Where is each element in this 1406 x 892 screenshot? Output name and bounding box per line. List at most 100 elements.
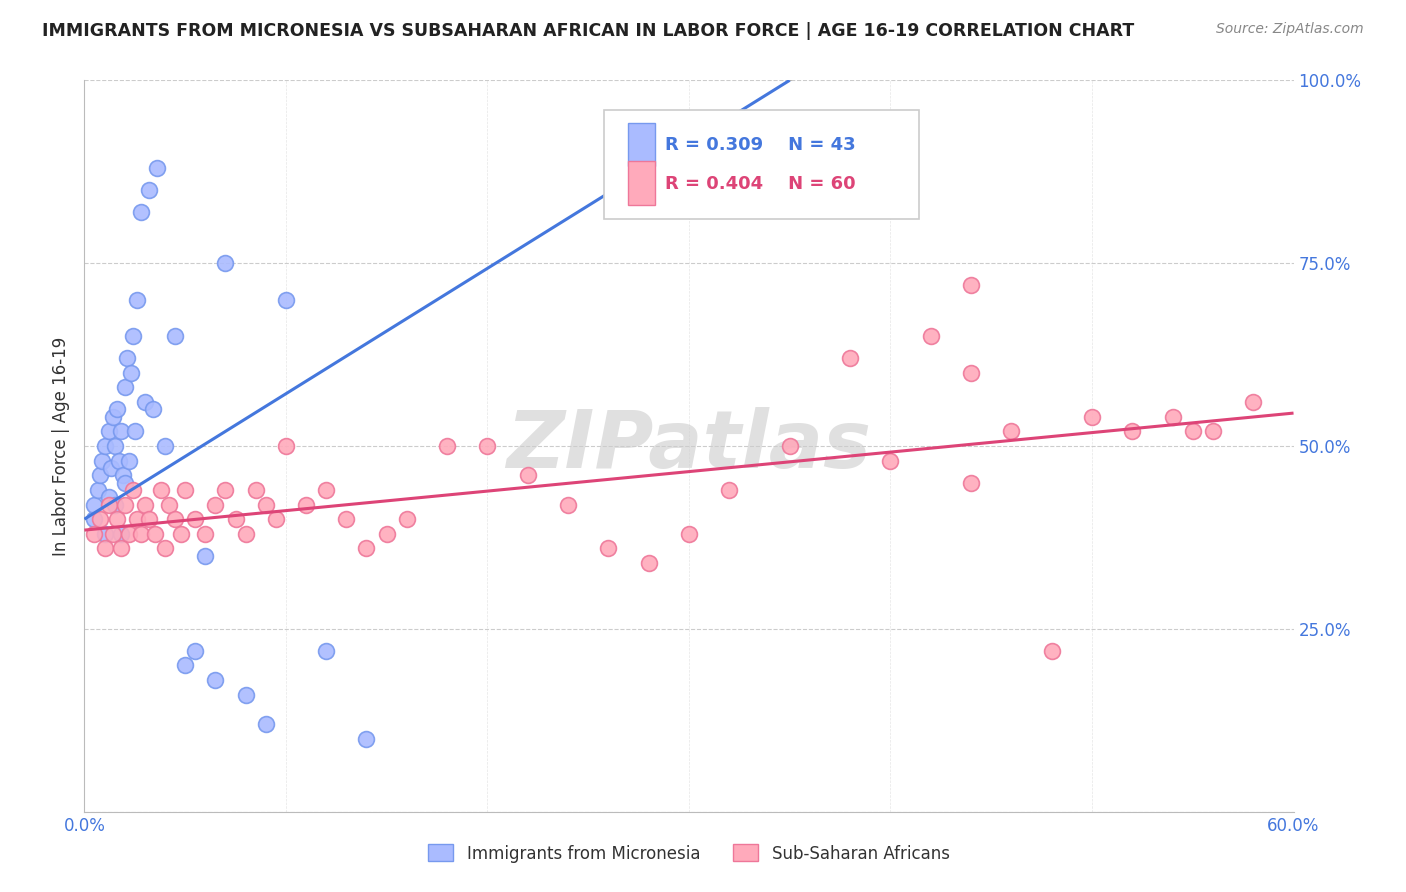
Point (104, 498, 127, 512)
Point (214, 256, 236, 270)
Text: R = 0.309    N = 43: R = 0.309 N = 43 (665, 136, 855, 153)
Point (146, 161, 169, 175)
Point (204, 673, 226, 687)
Point (104, 439, 127, 453)
Point (184, 644, 207, 658)
Point (105, 512, 128, 526)
Point (1121, 425, 1143, 439)
Point (165, 329, 187, 343)
Point (960, 278, 983, 293)
Point (1241, 395, 1264, 409)
Point (83, 498, 105, 512)
Point (157, 498, 180, 512)
Point (114, 475, 136, 490)
Point (118, 526, 141, 541)
Point (125, 293, 148, 307)
Point (118, 453, 141, 467)
Point (477, 439, 499, 453)
Point (174, 658, 197, 673)
Point (920, 329, 942, 343)
Point (315, 644, 337, 658)
Point (295, 498, 318, 512)
Point (114, 380, 136, 394)
Point (1040, 644, 1063, 658)
Point (110, 425, 132, 439)
Point (165, 512, 187, 526)
Point (598, 541, 620, 556)
Point (138, 512, 160, 526)
Point (107, 453, 129, 467)
Point (110, 526, 132, 541)
Point (149, 483, 172, 497)
Point (87, 483, 110, 497)
Point (121, 483, 143, 497)
Legend: Immigrants from Micronesia, Sub-Saharan Africans: Immigrants from Micronesia, Sub-Saharan … (422, 838, 956, 869)
Point (214, 483, 236, 497)
Point (960, 475, 983, 490)
Point (97, 425, 120, 439)
Point (335, 512, 357, 526)
Point (245, 483, 267, 497)
Point (91, 453, 114, 467)
Point (143, 526, 166, 541)
Point (235, 688, 257, 702)
Point (101, 409, 124, 424)
Point (678, 526, 700, 541)
FancyBboxPatch shape (605, 110, 918, 219)
Point (1161, 409, 1184, 424)
Point (356, 541, 378, 556)
Point (105, 402, 128, 417)
Point (134, 498, 156, 512)
Point (121, 329, 143, 343)
Point (114, 498, 136, 512)
Point (170, 526, 193, 541)
FancyBboxPatch shape (628, 161, 655, 204)
Text: IMMIGRANTS FROM MICRONESIA VS SUBSAHARAN AFRICAN IN LABOR FORCE | AGE 16-19 CORR: IMMIGRANTS FROM MICRONESIA VS SUBSAHARAN… (42, 22, 1135, 40)
Point (89, 512, 111, 526)
Point (718, 483, 741, 497)
Point (194, 549, 217, 563)
Text: R = 0.404    N = 60: R = 0.404 N = 60 (665, 175, 855, 194)
Point (839, 351, 862, 366)
Point (125, 512, 148, 526)
Point (1202, 425, 1225, 439)
Point (93, 541, 115, 556)
Point (879, 453, 901, 467)
Point (274, 293, 297, 307)
Point (89, 468, 111, 483)
Text: Source: ZipAtlas.com: Source: ZipAtlas.com (1216, 22, 1364, 37)
Point (134, 395, 156, 409)
Point (93, 439, 115, 453)
Point (83, 512, 105, 526)
Point (375, 526, 398, 541)
Point (254, 498, 277, 512)
Point (129, 205, 152, 219)
Point (264, 512, 287, 526)
Point (120, 366, 142, 380)
Y-axis label: In Labor Force | Age 16-19: In Labor Force | Age 16-19 (52, 336, 70, 556)
Point (153, 541, 176, 556)
Point (960, 366, 983, 380)
Point (174, 483, 197, 497)
Point (1181, 425, 1204, 439)
FancyBboxPatch shape (628, 123, 655, 166)
Point (97, 490, 120, 504)
Point (115, 351, 138, 366)
Point (356, 731, 378, 746)
Point (110, 541, 132, 556)
Point (153, 439, 176, 453)
Point (235, 526, 257, 541)
Point (100, 461, 122, 475)
Point (204, 498, 226, 512)
Point (124, 425, 146, 439)
Point (1081, 409, 1104, 424)
Point (1000, 425, 1022, 439)
Point (129, 526, 152, 541)
Text: ZIPatlas: ZIPatlas (506, 407, 872, 485)
Point (225, 512, 247, 526)
Point (274, 439, 297, 453)
Point (516, 468, 538, 483)
Point (101, 526, 124, 541)
Point (83, 526, 105, 541)
Point (142, 402, 165, 417)
